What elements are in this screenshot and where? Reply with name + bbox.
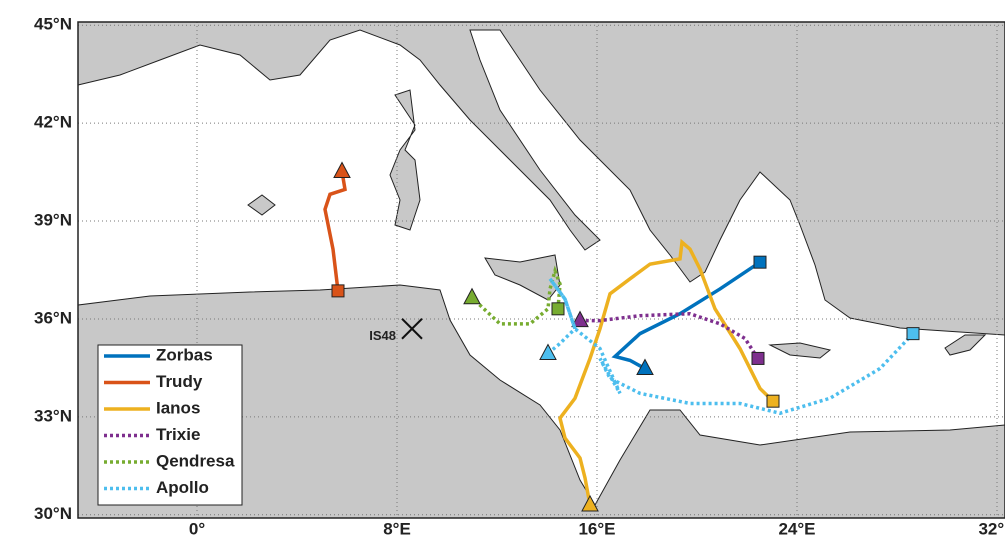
legend-label: Zorbas xyxy=(156,345,213,364)
balearics xyxy=(247,194,276,216)
track-square-marker xyxy=(751,351,765,365)
track xyxy=(558,238,775,506)
cyprus xyxy=(944,334,987,356)
x-tick-label: 0° xyxy=(189,519,205,538)
legend-label: Qendresa xyxy=(156,451,235,470)
legend-label: Trixie xyxy=(156,425,200,444)
grid xyxy=(78,22,1005,518)
legend: Zorbas Trudy Ianos Trixie Qendresa Apollo xyxy=(104,345,235,497)
track-square-marker xyxy=(766,394,780,408)
tracks xyxy=(323,161,920,512)
track-square-marker xyxy=(551,302,565,316)
y-tick-label: 45°N xyxy=(34,15,72,34)
x-tick-label: 16°E xyxy=(578,519,615,538)
x-tick-label: 32°E xyxy=(978,519,1005,538)
track-square-marker xyxy=(906,327,920,341)
legend-label: Trudy xyxy=(156,372,203,391)
track-triangle-marker xyxy=(463,287,481,305)
legend-label: Ianos xyxy=(156,398,200,417)
track xyxy=(546,277,915,416)
track-square-marker xyxy=(331,284,345,298)
y-tick-label: 39°N xyxy=(34,211,72,230)
x-tick-label: 24°E xyxy=(778,519,815,538)
y-tick-label: 30°N xyxy=(34,504,72,523)
legend-box xyxy=(97,344,243,506)
x-tick-label: 8°E xyxy=(383,519,411,538)
track-triangle-marker xyxy=(333,161,351,178)
track xyxy=(323,171,347,292)
sardinia-corsica xyxy=(389,89,421,231)
track-triangle-marker xyxy=(571,310,589,328)
track-triangle-marker xyxy=(539,343,557,361)
plot-frame xyxy=(77,21,1005,519)
y-tick-label: 42°N xyxy=(34,113,72,132)
y-tick-label: 33°N xyxy=(34,406,72,425)
crete xyxy=(768,342,832,359)
track-triangle-marker xyxy=(636,358,654,376)
sicily xyxy=(484,254,561,301)
track-triangle-marker xyxy=(581,494,599,512)
track xyxy=(470,265,562,326)
station-marker xyxy=(401,318,423,340)
track xyxy=(611,260,761,371)
track xyxy=(580,311,760,360)
y-tick-label: 36°N xyxy=(34,308,72,327)
track-square-marker xyxy=(753,255,767,269)
station-label: IS48 xyxy=(369,328,396,343)
legend-label: Apollo xyxy=(156,478,209,497)
